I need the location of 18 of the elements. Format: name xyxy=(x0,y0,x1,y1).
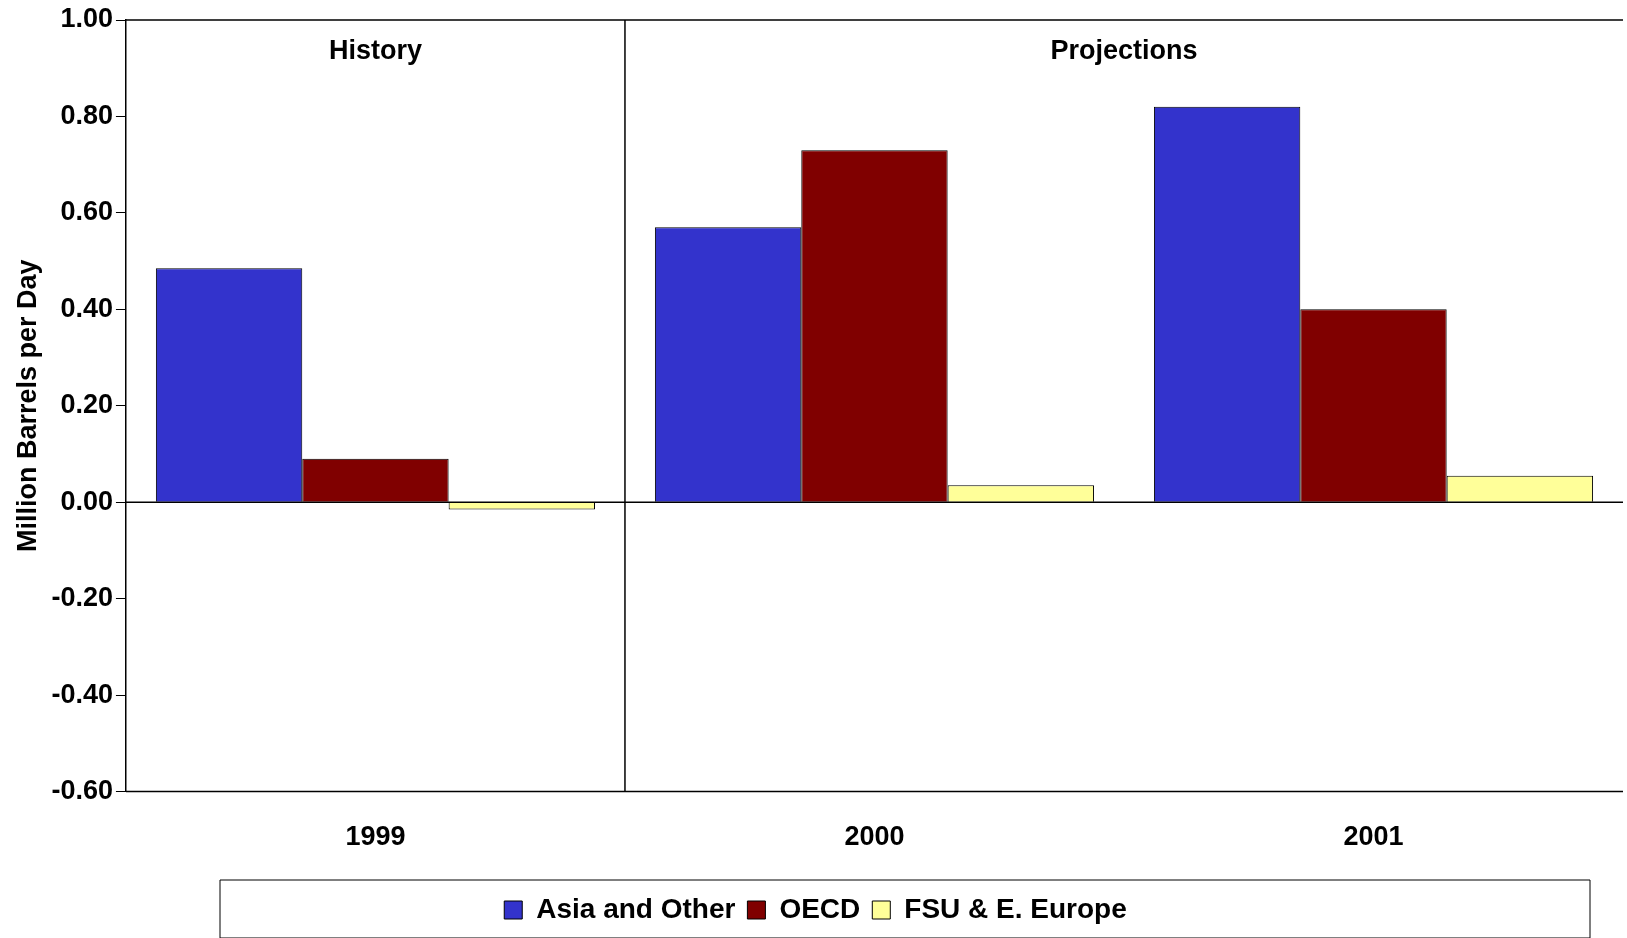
y-tick-label: 0.60 xyxy=(60,196,113,227)
x-tick-label: 2000 xyxy=(844,821,905,852)
y-tick-label: 0.80 xyxy=(60,99,113,130)
legend-label: Asia and Other xyxy=(536,892,736,924)
x-tick-label: 2001 xyxy=(1343,821,1404,852)
y-tick-label: 0.00 xyxy=(60,485,113,516)
y-tick-label: -0.20 xyxy=(51,582,113,613)
annotation: Projections xyxy=(1050,35,1198,66)
y-tick-label: 0.40 xyxy=(60,292,113,323)
y-tick-label: -0.60 xyxy=(51,775,113,806)
legend-label: FSU & E. Europe xyxy=(904,892,1127,924)
y-tick-label: -0.40 xyxy=(51,678,113,709)
y-tick-label: 1.00 xyxy=(60,3,113,34)
y-axis-title: Million Barrels per Day xyxy=(11,259,42,553)
annotation: History xyxy=(328,35,422,66)
x-tick-label: 1999 xyxy=(345,821,406,852)
legend-label: OECD xyxy=(779,892,861,924)
y-tick-label: 0.20 xyxy=(60,389,113,420)
